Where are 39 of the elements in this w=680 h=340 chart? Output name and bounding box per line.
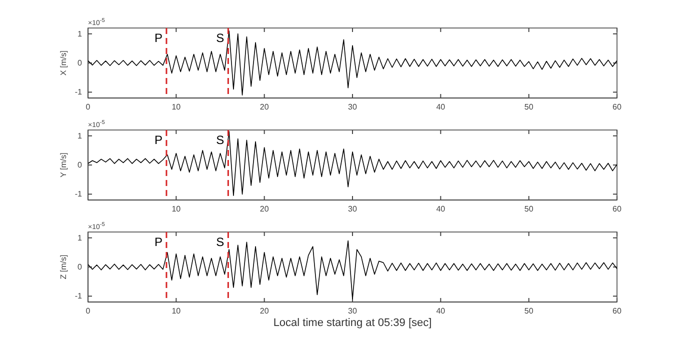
ref-line-label: P	[154, 235, 162, 249]
x-tick-label: 20	[260, 204, 270, 214]
x-tick-label: 40	[436, 102, 446, 112]
x-tick-label: 50	[524, 204, 534, 214]
y-tick-label: 0	[78, 160, 83, 170]
x-tick-label: 30	[348, 102, 358, 112]
ref-line-label: P	[154, 31, 162, 45]
y-tick-label: 0	[78, 262, 83, 272]
x-tick-label: 30	[348, 306, 358, 316]
x-tick-label: 60	[612, 102, 622, 112]
x-tick-label: 40	[436, 204, 446, 214]
ref-line-label: S	[216, 31, 224, 45]
x-tick-label: 0	[86, 306, 91, 316]
y-tick-label: -1	[74, 190, 83, 199]
x-tick-label: 20	[260, 306, 270, 316]
y-axis-title: Z [m/s]	[59, 254, 68, 280]
x-tick-label: 10	[172, 102, 182, 112]
y-tick-label: 1	[78, 29, 83, 38]
x-tick-label: 60	[612, 204, 622, 214]
y-tick-label: 0	[78, 58, 83, 68]
x-axis-title: Local time starting at 05:39 [sec]	[273, 317, 432, 329]
x-tick-label: 60	[612, 306, 622, 316]
x-tick-label: 50	[524, 306, 534, 316]
ref-line-label: S	[216, 133, 224, 147]
y-tick-label: -1	[74, 292, 83, 301]
y-tick-label: -1	[74, 88, 83, 97]
x-tick-label: 50	[524, 102, 534, 112]
ref-line-label: P	[154, 133, 162, 147]
y-tick-label: 1	[78, 233, 83, 242]
x-tick-label: 0	[86, 102, 91, 112]
x-tick-label: 10	[172, 306, 182, 316]
y-axis-title: Y [m/s]	[59, 152, 68, 178]
x-tick-label: 10	[172, 204, 182, 214]
ref-line-label: S	[216, 235, 224, 249]
x-tick-label: 30	[348, 204, 358, 214]
x-tick-label: 40	[436, 306, 446, 316]
x-tick-label: 20	[260, 102, 270, 112]
y-axis-title: X [m/s]	[59, 50, 68, 76]
y-tick-label: 1	[78, 131, 83, 140]
